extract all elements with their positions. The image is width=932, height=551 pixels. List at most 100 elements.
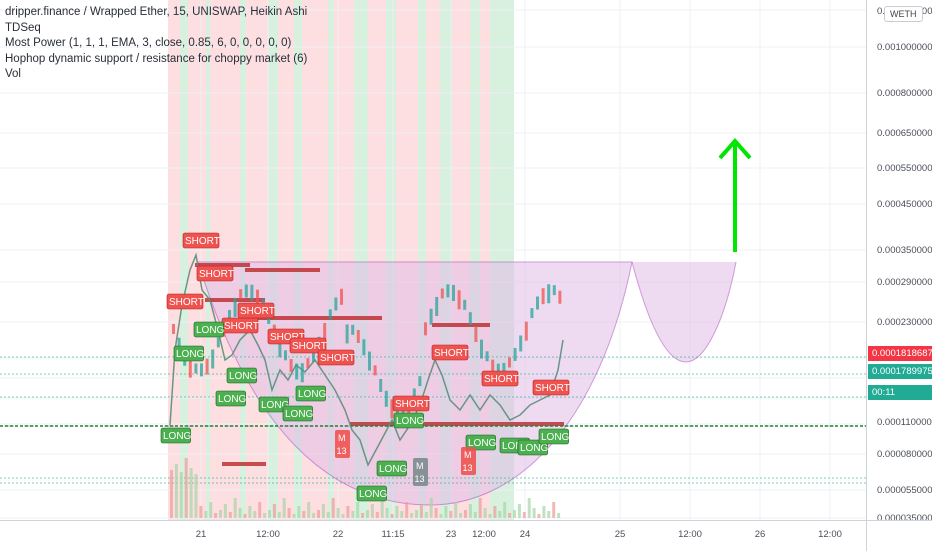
signal-label-text: SHORT xyxy=(169,297,204,308)
volume-bar xyxy=(527,498,531,518)
indicator-volume[interactable]: Vol xyxy=(5,68,21,80)
volume-bar xyxy=(419,504,423,518)
volume-bar xyxy=(468,504,472,518)
candle xyxy=(508,357,511,368)
signal-label-text: LONG xyxy=(396,416,425,427)
candle xyxy=(513,347,517,361)
m13-label-line2: 13 xyxy=(415,474,425,484)
volume-bar xyxy=(449,511,453,518)
volume-bar xyxy=(380,498,384,518)
candle xyxy=(284,350,287,361)
symbol-button[interactable]: WETH xyxy=(884,6,923,22)
time-axis-label: 25 xyxy=(614,529,626,540)
volume-bar xyxy=(434,508,438,518)
short-signal-label: SHORT xyxy=(166,293,204,310)
volume-bar xyxy=(503,502,507,518)
candle xyxy=(373,365,377,376)
candle xyxy=(536,296,539,310)
candle xyxy=(278,338,282,358)
signal-label-box xyxy=(166,293,204,310)
candle xyxy=(468,312,472,326)
long-signal-label: LONG xyxy=(226,367,258,384)
candle xyxy=(328,309,332,320)
long-signal-label: LONG xyxy=(193,321,225,338)
price-axis-label: 0.0010000000 xyxy=(877,42,932,53)
signal-label-box xyxy=(393,412,424,429)
signal-band xyxy=(210,0,240,520)
m13-label-line1: M xyxy=(416,461,424,471)
indicator-most-power[interactable]: Most Power (1, 1, 1, EMA, 3, close, 0.85… xyxy=(5,37,292,49)
signal-band xyxy=(328,0,334,520)
volume-bar xyxy=(233,498,237,518)
symbol-title[interactable]: dripper.finance / Wrapped Ether, 15, UNI… xyxy=(5,6,308,18)
signal-label-box xyxy=(182,232,220,249)
short-signal-label: SHORT xyxy=(317,349,355,366)
volume-bar xyxy=(400,511,404,518)
volume-bar xyxy=(410,513,414,518)
price-axis-label: 0.0002300000 xyxy=(877,317,932,328)
volume-bar xyxy=(277,512,281,518)
handle-shape xyxy=(631,261,737,363)
signal-label-text: SHORT xyxy=(185,236,220,247)
time-axis[interactable]: 21 12:00 22 11:15 23 12:00 24 25 12:00 2… xyxy=(0,520,866,551)
signal-label-text: LONG xyxy=(468,438,497,449)
long-signal-label: LONG xyxy=(356,485,388,502)
signal-label-text: SHORT xyxy=(199,269,234,280)
candle xyxy=(418,376,422,387)
m13-signal-label: M 13 xyxy=(335,430,350,458)
price-axis-label: 0.0008000000 xyxy=(877,88,932,99)
signal-label-box xyxy=(431,344,469,361)
indicator-tdseq[interactable]: TDSeq xyxy=(5,21,41,34)
indicator-hophop[interactable]: Hophop dynamic support / resistance for … xyxy=(5,52,308,65)
candle xyxy=(312,348,315,362)
candle xyxy=(424,322,427,336)
price-axis-label: 0.0000800000 xyxy=(877,449,932,460)
volume-bar xyxy=(341,514,345,518)
candle xyxy=(379,378,383,392)
volume-bar xyxy=(253,511,257,518)
volume-bar xyxy=(174,464,178,518)
signal-label-text: SHORT xyxy=(434,348,469,359)
candle xyxy=(519,335,523,352)
signal-label-text: SHORT xyxy=(270,332,305,343)
long-signal-label: LONG xyxy=(465,434,497,451)
candle xyxy=(205,358,209,375)
signal-label-text: LONG xyxy=(541,432,570,443)
signal-label-text: SHORT xyxy=(395,399,430,410)
candle xyxy=(323,322,327,342)
candle xyxy=(211,349,215,369)
candle xyxy=(200,363,203,377)
volume-bar xyxy=(272,504,276,518)
volume-bar xyxy=(493,506,497,518)
candle xyxy=(435,296,439,316)
signal-label-text: SHORT xyxy=(535,383,570,394)
volume-bar xyxy=(473,512,477,518)
volume-bar xyxy=(263,513,267,518)
candle xyxy=(552,285,556,296)
volume-bar xyxy=(228,512,232,518)
candle xyxy=(440,288,444,299)
short-signal-label: SHORT xyxy=(196,265,234,282)
axis-corner xyxy=(866,520,932,551)
candle xyxy=(194,363,198,374)
volume-bar xyxy=(214,513,218,518)
volume-bar xyxy=(179,472,183,518)
m13-box xyxy=(413,458,428,486)
signal-label-box xyxy=(289,337,327,354)
volume-bar xyxy=(478,498,482,518)
price-axis[interactable]: 0.0013000000 0.0010000000 0.0008000000 0… xyxy=(866,0,932,524)
volume-bar xyxy=(317,510,320,518)
short-signal-label: SHORT xyxy=(237,302,275,319)
signal-label-box xyxy=(356,485,387,502)
volume-bar xyxy=(508,513,512,518)
candle xyxy=(541,288,545,305)
candle xyxy=(250,284,254,301)
volume-bar xyxy=(287,508,291,518)
signal-label-text: LONG xyxy=(298,389,327,400)
signal-label-box xyxy=(392,395,430,412)
volume-bar xyxy=(375,512,379,518)
signal-label-text: LONG xyxy=(261,400,290,411)
volume-bar xyxy=(454,502,458,518)
